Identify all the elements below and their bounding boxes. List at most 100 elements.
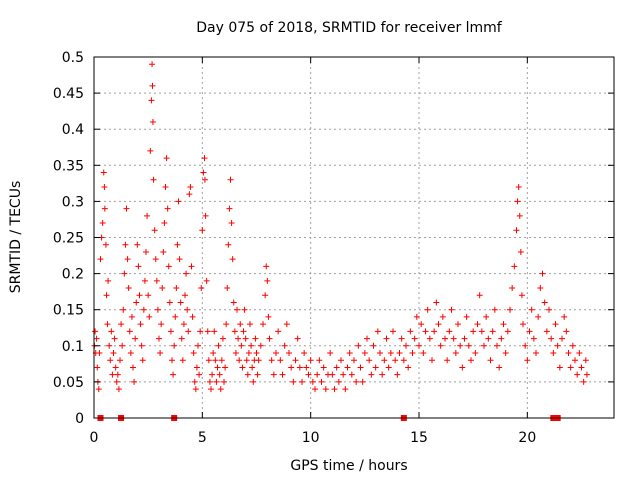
data-point: [288, 364, 295, 371]
data-point: [184, 306, 191, 313]
data-point: [212, 357, 219, 364]
data-point: [385, 364, 392, 371]
data-point: [172, 313, 179, 320]
data-point: [253, 350, 260, 357]
data-point: [145, 292, 152, 299]
data-point: [500, 321, 507, 328]
data-point: [485, 335, 492, 342]
data-point: [470, 328, 477, 335]
x-axis-label: GPS time / hours: [290, 458, 407, 474]
data-point: [444, 357, 451, 364]
data-point: [578, 364, 585, 371]
y-tick-labels: 0 0.05 0.1 0.15 0.2 0.25 0.3 0.35 0.4 0.45 0.5: [53, 50, 84, 427]
data-point: [498, 335, 505, 342]
data-point: [539, 270, 546, 277]
data-point: [344, 364, 351, 371]
data-point: [243, 357, 250, 364]
data-point: [215, 342, 222, 349]
data-point: [165, 263, 172, 270]
data-point: [405, 364, 412, 371]
data-point: [101, 183, 108, 190]
y-tick-label: 0.05: [53, 375, 84, 391]
data-point: [244, 371, 251, 378]
y-tick-label: 0.4: [62, 122, 84, 138]
data-point: [203, 277, 210, 284]
data-point: [515, 183, 522, 190]
data-point: [514, 198, 521, 205]
data-point: [182, 292, 188, 299]
data-point: [333, 364, 340, 371]
data-point: [164, 205, 171, 212]
data-point: [100, 169, 107, 176]
data-point: [159, 285, 166, 292]
data-point: [561, 313, 568, 320]
data-point: [309, 378, 316, 385]
data-point: [346, 350, 353, 357]
data-point: [122, 241, 129, 248]
data-point: [218, 357, 225, 364]
data-point: [338, 357, 344, 364]
data-point: [185, 328, 192, 335]
data-point: [277, 357, 284, 364]
data-point: [422, 328, 429, 335]
data-point: [119, 342, 126, 349]
data-point: [342, 386, 349, 393]
data-point: [455, 321, 461, 328]
x-tick-label: 10: [302, 430, 320, 446]
data-point: [188, 263, 195, 270]
data-point: [569, 342, 576, 349]
data-point: [250, 378, 257, 385]
data-point: [248, 342, 255, 349]
data-point: [111, 335, 118, 342]
data-point: [137, 321, 144, 328]
data-point: [305, 371, 312, 378]
data-point: [158, 321, 165, 328]
data-point: [433, 299, 440, 306]
data-point: [407, 328, 414, 335]
data-point: [214, 364, 221, 371]
data-point: [257, 342, 264, 349]
data-point: [379, 371, 386, 378]
data-point: [124, 256, 131, 263]
data-point: [144, 212, 151, 219]
data-point: [153, 277, 160, 284]
data-point: [169, 357, 175, 364]
data-point: [127, 350, 134, 357]
data-point: [226, 205, 233, 212]
data-point: [160, 248, 167, 255]
data-point: [223, 321, 230, 328]
data-point: [372, 364, 379, 371]
data-point: [255, 357, 262, 364]
data-point: [520, 321, 526, 328]
data-point: [135, 263, 142, 270]
data-point: [162, 183, 169, 190]
data-point: [192, 386, 199, 393]
data-point: [279, 371, 286, 378]
data-point: [516, 212, 523, 219]
data-point: [507, 306, 513, 313]
data-point: [331, 386, 338, 393]
data-point: [211, 328, 218, 335]
data-point: [299, 378, 305, 385]
data-point: [448, 306, 455, 313]
data-point: [254, 371, 261, 378]
data-point: [202, 212, 209, 219]
data-point: [249, 364, 256, 371]
data-point: [151, 227, 158, 234]
data-point: [228, 220, 235, 227]
data-point: [281, 342, 288, 349]
data-point: [335, 378, 342, 385]
data-point: [136, 292, 143, 299]
data-point: [530, 335, 537, 342]
data-point: [231, 328, 238, 335]
data-point: [489, 328, 496, 335]
data-point: [431, 328, 438, 335]
data-point: [150, 176, 157, 183]
data-point: [487, 357, 494, 364]
data-point: [301, 350, 308, 357]
data-point: [582, 357, 589, 364]
data-point: [513, 227, 520, 234]
data-point: [139, 357, 146, 364]
data-point: [437, 342, 444, 349]
data-point: [148, 97, 155, 104]
